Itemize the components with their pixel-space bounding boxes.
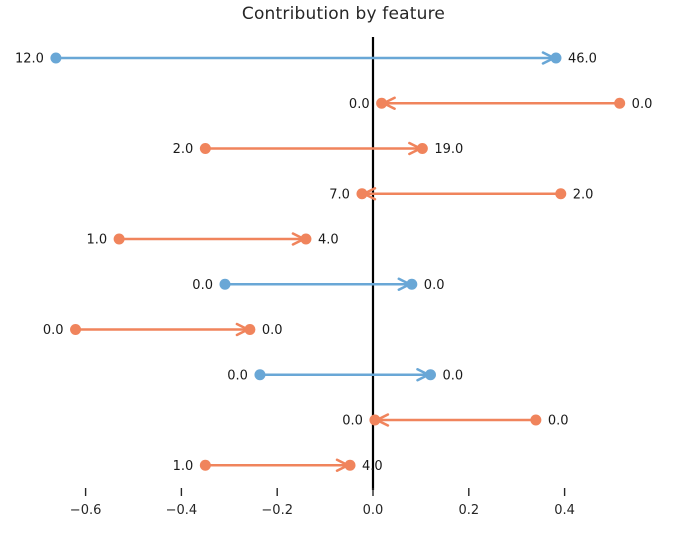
arrow-end-value: 0.0	[349, 97, 370, 112]
arrow-start-value: 2.0	[173, 142, 194, 157]
arrow-start-value: 0.0	[632, 97, 653, 112]
arrow-end-value: 0.0	[262, 323, 283, 338]
arrow-end-value: 0.0	[342, 414, 363, 429]
arrow-start-dot	[219, 278, 231, 290]
x-tick-label: −0.6	[70, 503, 102, 518]
arrow-end-value: 19.0	[434, 142, 463, 157]
chart-title: Contribution by feature	[241, 4, 446, 24]
arrow-start-dot	[199, 459, 211, 471]
arrow-start-value: 0.0	[227, 368, 248, 383]
arrow-end-dot	[416, 143, 428, 154]
x-tick-label: 0.0	[363, 503, 384, 518]
arrow-start-dot	[530, 414, 542, 426]
arrow-start-value: 0.0	[43, 323, 64, 338]
arrow-end-dot	[356, 188, 368, 200]
arrow-end-dot	[424, 369, 436, 381]
arrow-end-value: 0.0	[424, 278, 445, 293]
arrow-end-dot	[300, 233, 312, 245]
arrow-end-dot	[376, 97, 388, 109]
arrow-start-value: 2.0	[573, 187, 594, 202]
x-tick-label: 0.2	[458, 503, 479, 518]
x-tick-label: 0.4	[554, 503, 575, 518]
arrow-start-value: 12.0	[15, 52, 44, 67]
x-tick-label: −0.4	[166, 503, 198, 518]
arrow-start-dot	[50, 52, 62, 64]
arrow-start-value: 0.0	[548, 414, 569, 429]
arrow-end-dot	[369, 414, 381, 426]
arrow-start-dot	[555, 188, 567, 200]
arrow-end-value: 4.0	[318, 233, 339, 248]
x-tick-label: −0.2	[261, 503, 293, 518]
arrow-end-value: 0.0	[442, 368, 463, 383]
arrow-start-value: 0.0	[192, 278, 213, 293]
arrow-start-value: 1.0	[173, 459, 194, 474]
arrow-end-value: 4.0	[362, 459, 383, 474]
arrow-end-value: 46.0	[568, 52, 597, 67]
arrow-start-value: 1.0	[86, 233, 107, 248]
arrow-start-dot	[113, 233, 125, 245]
arrow-start-dot	[70, 324, 82, 335]
arrow-end-value: 7.0	[329, 187, 350, 202]
arrow-end-dot	[244, 324, 256, 335]
arrow-end-dot	[550, 52, 562, 64]
arrow-start-dot	[614, 97, 626, 109]
arrow-end-dot	[406, 278, 418, 290]
arrow-end-dot	[344, 459, 356, 471]
arrow-start-dot	[254, 369, 266, 381]
arrow-start-dot	[199, 143, 211, 154]
